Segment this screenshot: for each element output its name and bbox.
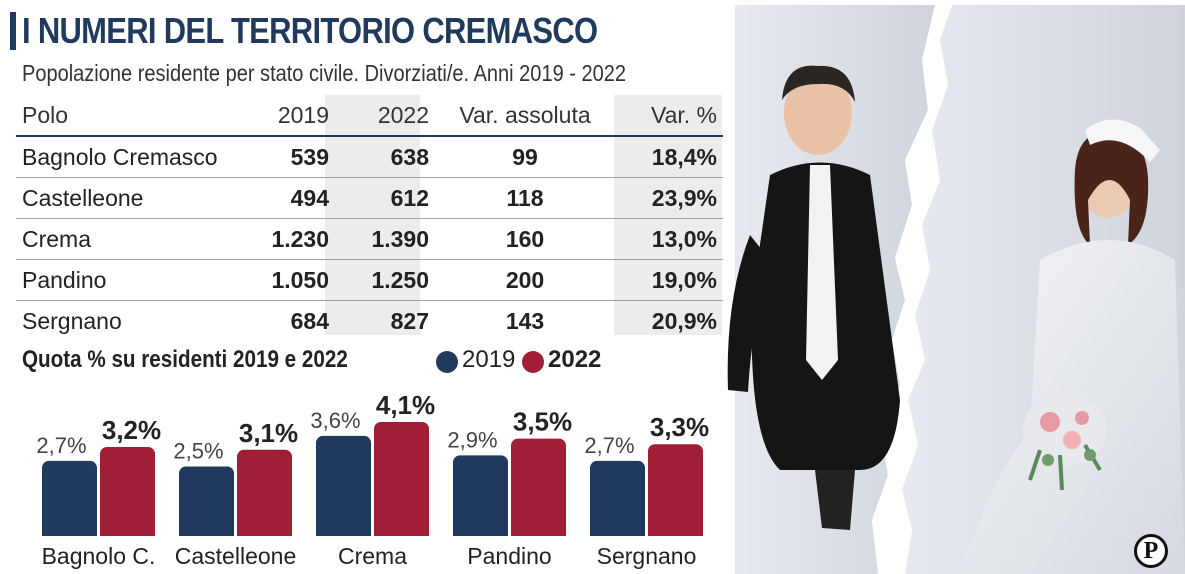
data-label-2019-crema: 3,6% [310,408,360,433]
bar-base-2022-sergnano [648,528,703,536]
cell-2022: 612 [335,177,435,219]
bar-2019-bagnolo-c [42,460,97,536]
cell-2019: 539 [253,136,335,178]
data-label-2019-bagnolo-c: 2,7% [36,433,86,458]
cell-var-pct: 18,4% [615,136,723,178]
cell-var-assoluta: 160 [435,218,615,260]
bar-2022-bagnolo-c [100,447,155,536]
cell-2019: 1.230 [253,218,335,260]
cell-var-pct: 23,9% [615,177,723,219]
legend-2019-swatch [436,351,458,373]
cell-2022: 638 [335,136,435,178]
bar-2019-pandino [453,455,508,536]
cell-var-assoluta: 143 [505,307,545,334]
bar-base-2019-pandino [453,528,508,536]
data-label-2019-castelleone: 2,5% [173,438,223,463]
cell-polo: Bagnolo Cremasco [16,136,253,178]
data-label-2022-pandino: 3,5% [513,407,572,437]
header-polo: Polo [16,95,253,137]
cell-polo: Sergnano [22,307,122,334]
table-row: Castelleone 494 612 118 23,9% [16,177,723,219]
header-var-pct: Var. % [615,95,723,137]
data-label-2019-pandino: 2,9% [447,427,497,452]
chart-title: Quota % su residenti 2019 e 2022 [22,346,348,373]
cell-var-pct: 13,0% [615,218,723,260]
bar-2022-pandino [511,438,566,536]
table-row: Sergnano 684 827 143 20,9% [16,301,723,342]
category-label-bagnolo-c: Bagnolo C. [42,543,156,569]
bar-2019-castelleone [179,466,234,536]
cell-var-pct: 20,9% [651,307,717,334]
table-row: Crema 1.230 1.390 160 13,0% [16,218,723,260]
legend-2022-swatch [522,351,544,373]
bar-base-2019-crema [316,528,371,536]
data-label-2022-bagnolo-c: 3,2% [102,415,161,445]
cell-2019: 1.050 [253,259,335,301]
bar-base-2022-crema [374,528,429,536]
bar-2022-sergnano [648,444,703,536]
cell-2019: 684 [290,307,329,334]
bar-base-2019-sergnano [590,528,645,536]
cell-2022: 1.390 [335,218,435,260]
bar-base-2022-castelleone [237,528,292,536]
cell-polo: Castelleone [16,177,253,219]
bar-base-2022-bagnolo-c [100,528,155,536]
bar-base-2022-pandino [511,528,566,536]
cell-2022: 1.250 [335,259,435,301]
cell-2022: 827 [390,307,429,334]
category-label-crema: Crema [338,543,407,569]
table-header-row: Polo 2019 2022 Var. assoluta Var. % [16,95,723,137]
bar-base-2019-castelleone [179,528,234,536]
bar-2019-sergnano [590,460,645,536]
category-label-pandino: Pandino [467,543,551,569]
table-row: Pandino 1.050 1.250 200 19,0% [16,259,723,301]
bar-2022-castelleone [237,449,292,536]
category-label-castelleone: Castelleone [175,543,296,569]
bar-base-2019-bagnolo-c [42,528,97,536]
category-label-sergnano: Sergnano [597,543,697,569]
cell-var-assoluta: 99 [435,136,615,178]
header-2019: 2019 [253,95,335,137]
data-label-2022-castelleone: 3,1% [239,418,298,448]
cell-polo: Pandino [16,259,253,301]
data-label-2019-sergnano: 2,7% [584,433,634,458]
divorced-population-table: Polo 2019 2022 Var. assoluta Var. % Bagn… [16,95,723,341]
bar-2022-crema [374,422,429,536]
legend-2019-label: 2019 [462,346,516,373]
cell-var-pct: 19,0% [615,259,723,301]
cell-polo: Crema [16,218,253,260]
cell-2019: 494 [253,177,335,219]
cell-var-assoluta: 200 [435,259,615,301]
table-row: Bagnolo Cremasco 539 638 99 18,4% [16,136,723,178]
publisher-logo: P [1134,534,1168,568]
subtitle: Popolazione residente per stato civile. … [22,60,626,86]
data-label-2022-sergnano: 3,3% [650,412,709,442]
title-accent-bar [10,12,16,50]
legend-2022-label: 2022 [548,346,602,373]
cell-var-assoluta: 118 [435,177,615,219]
quota-bar-chart: 2,7% 3,2% Bagnolo C. 2,5% 3,1% Castelleone 3,6… [36,390,709,569]
header-2022: 2022 [335,95,435,137]
bar-2019-crema [316,435,371,536]
data-label-2022-crema: 4,1% [376,390,435,420]
page-title: I NUMERI DEL TERRITORIO CREMASCO [22,10,598,51]
header-var-assoluta: Var. assoluta [435,95,615,137]
